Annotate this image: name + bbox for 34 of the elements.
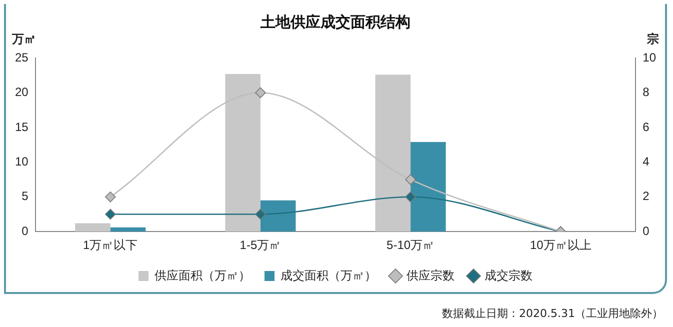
y2-tick-label: 10: [642, 50, 656, 64]
x-tick-label: 1-5万㎡: [240, 238, 282, 252]
chart-title: 土地供应成交面积结构: [260, 13, 410, 32]
x-tick-label: 1万㎡以下: [83, 238, 138, 252]
text: 数据截止日期：2020.5.31（工业用地除外）: [442, 306, 663, 321]
y-tick-label: 5: [22, 189, 29, 204]
legend-label: 成交面积（万㎡）: [280, 268, 376, 282]
y2-axis-title: 宗: [646, 32, 659, 46]
point: [405, 174, 416, 185]
point: [405, 191, 416, 202]
y-tick-label: 15: [14, 120, 29, 134]
y-tick-label: 0: [22, 224, 29, 238]
y2-tick-label: 6: [642, 120, 650, 134]
bar: [410, 142, 446, 232]
y-tick-label: 10: [14, 154, 29, 168]
y-axis-title: 万㎡: [11, 32, 36, 46]
y-tick-label: 25: [14, 50, 29, 64]
y2-tick-label: 0: [642, 224, 650, 238]
point: [255, 87, 266, 98]
x-tick-label: 5-10万㎡: [386, 238, 435, 252]
bar: [260, 200, 296, 232]
legend-label: 供应宗数: [406, 268, 454, 282]
bar: [110, 227, 146, 232]
point: [255, 208, 266, 220]
y-tick-label: 20: [14, 85, 29, 100]
legend-label: 供应面积（万㎡）: [154, 268, 250, 282]
y2-tick-label: 4: [642, 154, 650, 168]
y2-tick-label: 8: [642, 85, 650, 100]
point: [104, 191, 116, 202]
y2-tick-label: 2: [642, 189, 650, 204]
bar: [75, 223, 110, 232]
x-tick-label: 10万㎡以上: [530, 238, 592, 252]
legend-label: 成交宗数: [484, 268, 532, 282]
point: [104, 208, 116, 220]
